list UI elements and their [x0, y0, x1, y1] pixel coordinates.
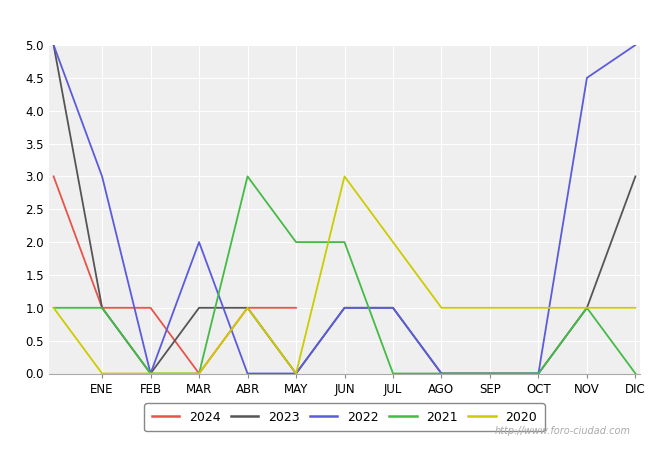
Legend: 2024, 2023, 2022, 2021, 2020: 2024, 2023, 2022, 2021, 2020 [144, 403, 545, 431]
Text: http://www.foro-ciudad.com: http://www.foro-ciudad.com [495, 427, 630, 436]
Text: Matriculaciones de Vehiculos en Talarn: Matriculaciones de Vehiculos en Talarn [164, 8, 486, 26]
